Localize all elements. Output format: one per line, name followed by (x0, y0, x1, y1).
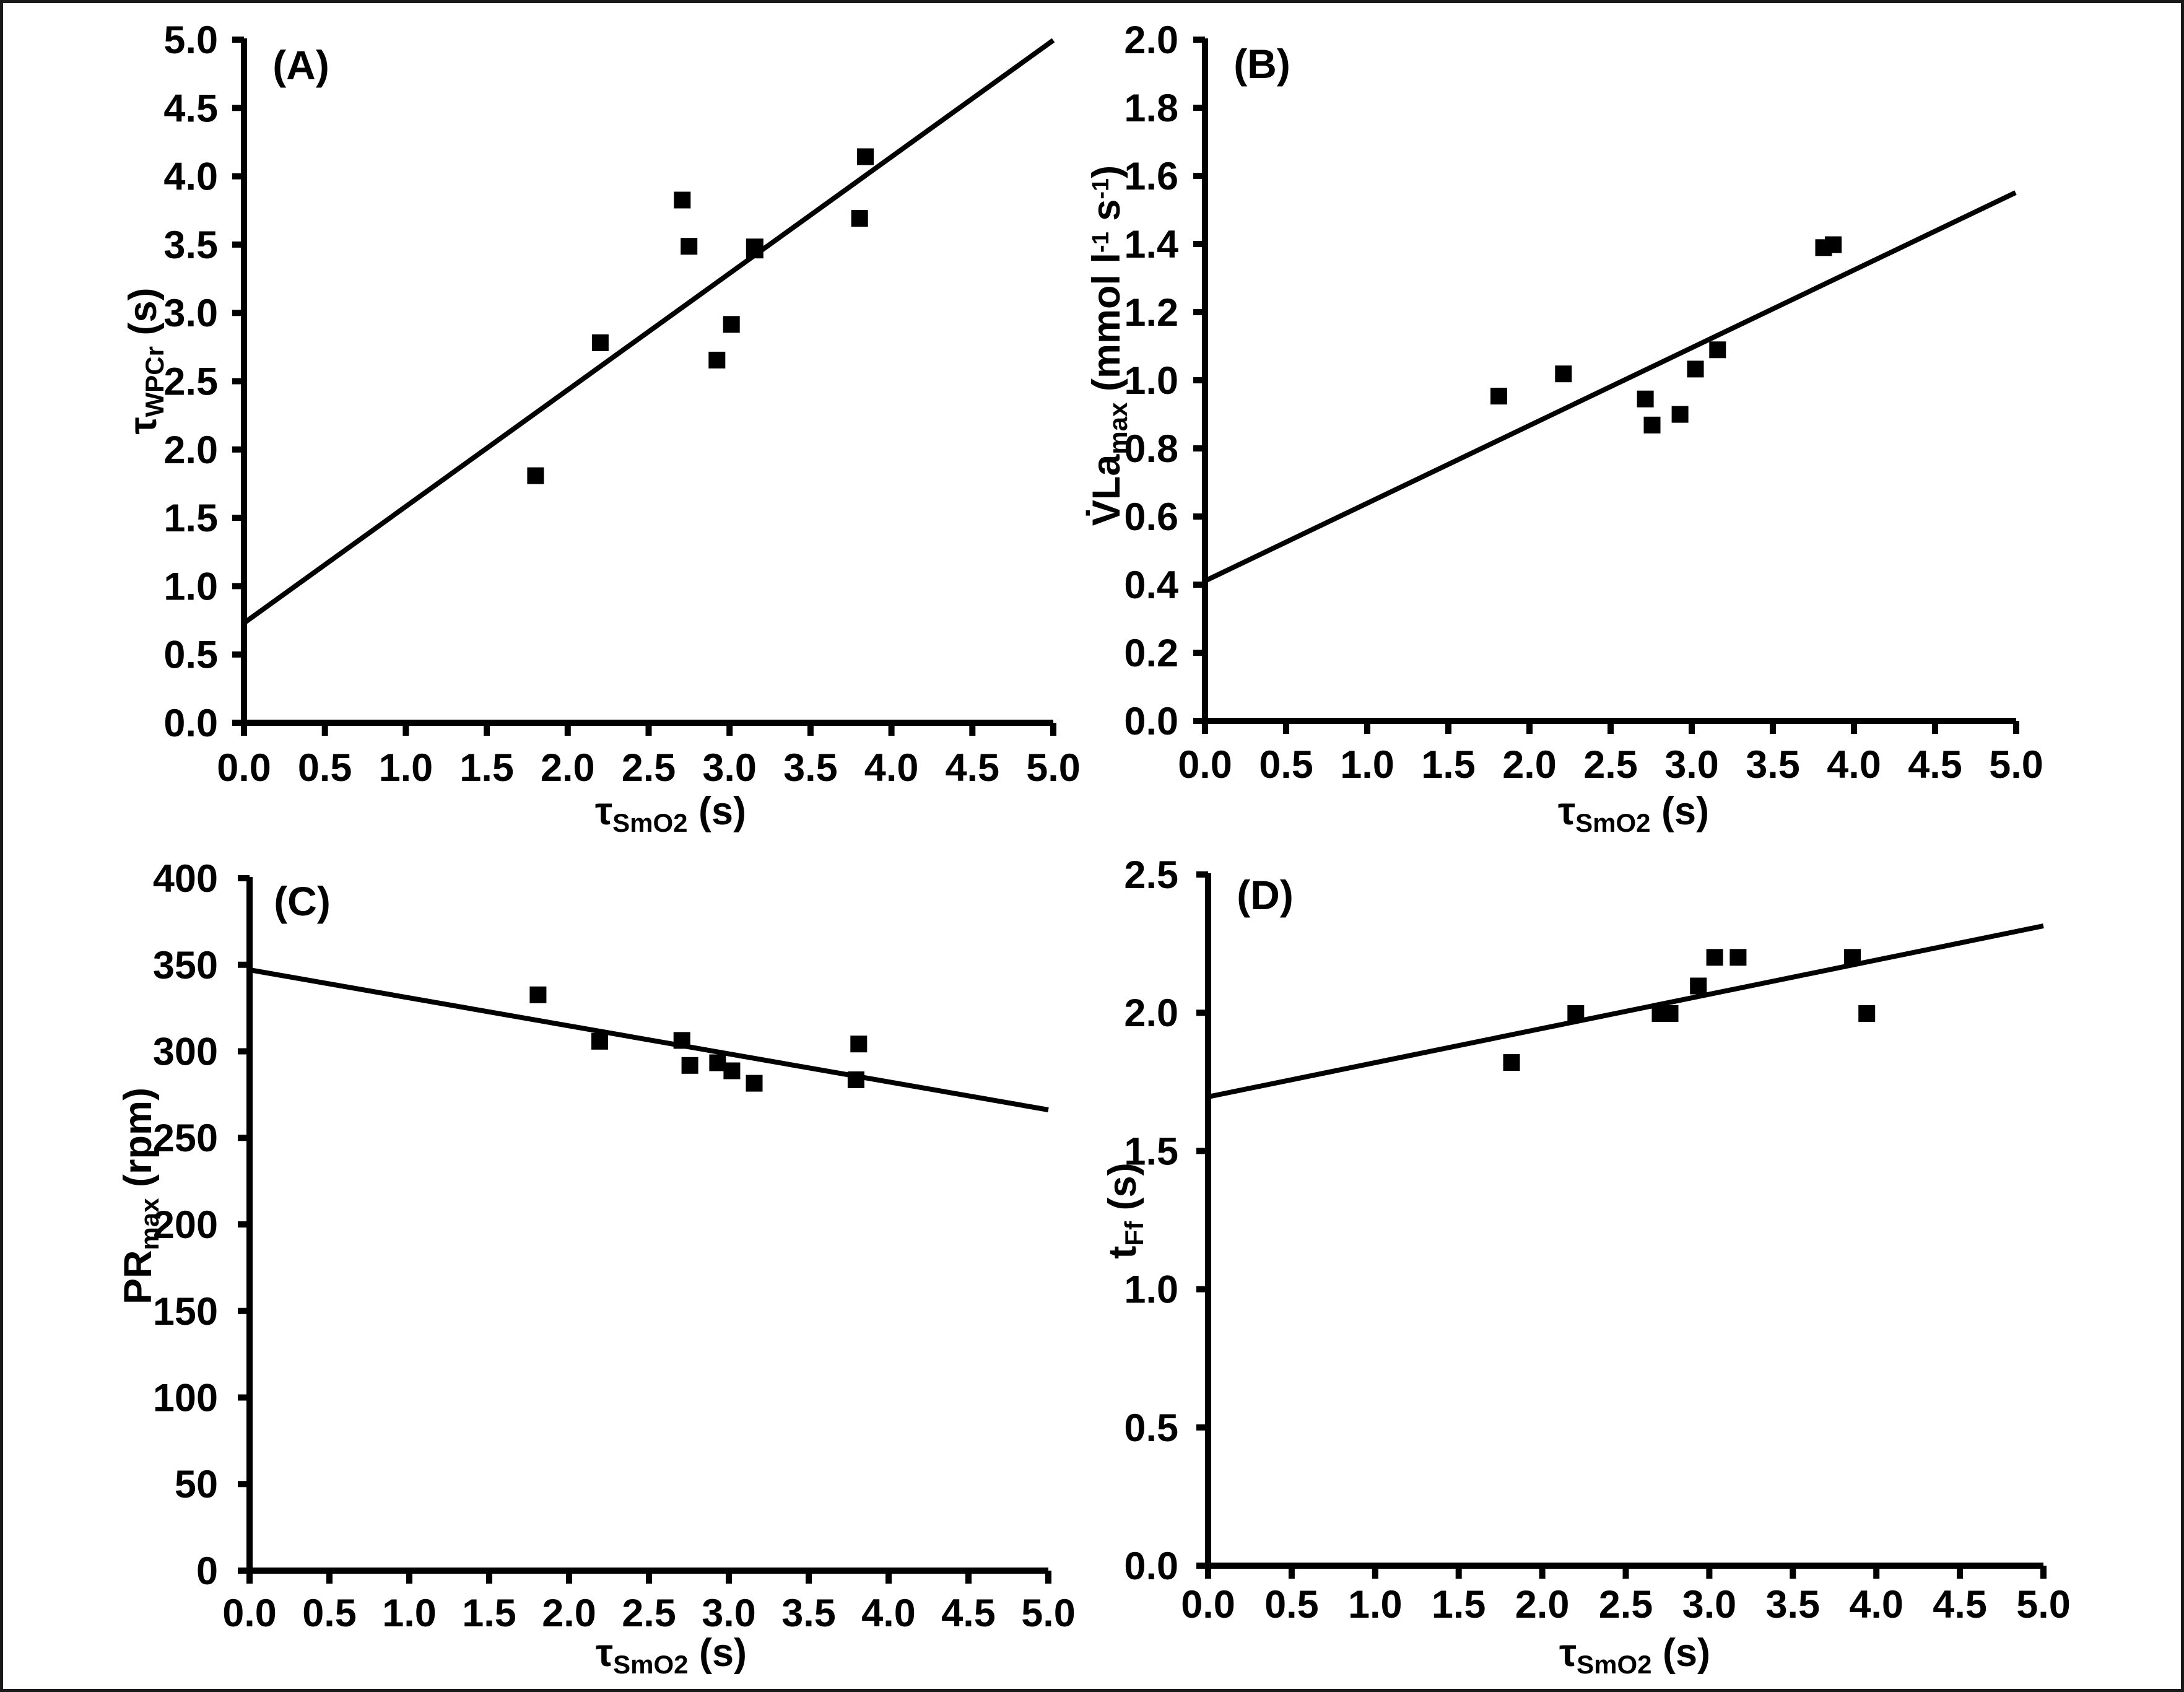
svg-text:1.0: 1.0 (163, 565, 218, 608)
svg-text:1.0: 1.0 (379, 746, 433, 790)
svg-text:4.0: 4.0 (861, 1592, 916, 1635)
svg-text:0.5: 0.5 (302, 1592, 357, 1635)
svg-text:1.0: 1.0 (382, 1592, 437, 1635)
svg-text:4.0: 4.0 (163, 155, 218, 199)
svg-text:2.0: 2.0 (1124, 19, 1178, 62)
svg-text:1.5: 1.5 (1124, 1130, 1178, 1173)
svg-text:400: 400 (153, 857, 218, 901)
svg-text:3.0: 3.0 (702, 1592, 756, 1635)
svg-text:50: 50 (175, 1463, 218, 1506)
svg-text:0.5: 0.5 (163, 634, 218, 677)
svg-text:2.5: 2.5 (1599, 1583, 1653, 1626)
svg-text:1.2: 1.2 (1124, 291, 1178, 334)
svg-text:3.5: 3.5 (781, 1592, 836, 1635)
svg-text:0.0: 0.0 (217, 746, 271, 790)
svg-text:100: 100 (153, 1377, 218, 1420)
svg-text:0.2: 0.2 (1124, 632, 1178, 675)
svg-text:0.0: 0.0 (163, 702, 218, 745)
svg-text:3.5: 3.5 (163, 224, 218, 267)
svg-text:1.4: 1.4 (1124, 223, 1178, 266)
svg-text:3.5: 3.5 (1746, 743, 1800, 787)
svg-text:V̇Lamax (mmol l-1 s-1): V̇Lamax (mmol l-1 s-1) (1085, 165, 1133, 526)
svg-text:0.5: 0.5 (1124, 1406, 1178, 1450)
svg-text:150: 150 (153, 1290, 218, 1333)
svg-text:2.0: 2.0 (1502, 743, 1557, 787)
svg-text:1.6: 1.6 (1124, 155, 1178, 198)
svg-text:4.0: 4.0 (1827, 743, 1881, 787)
svg-text:5.0: 5.0 (1026, 746, 1081, 790)
svg-text:0.5: 0.5 (1259, 743, 1313, 787)
svg-text:4.5: 4.5 (941, 1592, 996, 1635)
svg-text:1.8: 1.8 (1124, 87, 1178, 130)
svg-text:5.0: 5.0 (163, 19, 218, 62)
svg-text:(A): (A) (272, 42, 329, 88)
svg-text:1.0: 1.0 (1340, 743, 1394, 787)
svg-text:1.5: 1.5 (1432, 1583, 1486, 1626)
svg-text:2.0: 2.0 (542, 1592, 596, 1635)
svg-text:2.5: 2.5 (1124, 853, 1178, 897)
svg-text:0.0: 0.0 (1124, 1545, 1178, 1588)
svg-text:2.0: 2.0 (163, 429, 218, 472)
svg-text:350: 350 (153, 944, 218, 987)
svg-text:1.5: 1.5 (1421, 743, 1476, 787)
svg-text:4.5: 4.5 (163, 87, 218, 130)
svg-text:0.0: 0.0 (222, 1592, 277, 1635)
svg-text:2.0: 2.0 (541, 746, 595, 790)
svg-text:3.5: 3.5 (783, 746, 838, 790)
svg-text:2.0: 2.0 (1515, 1583, 1570, 1626)
svg-text:(C): (C) (274, 878, 331, 924)
svg-text:4.0: 4.0 (864, 746, 919, 790)
svg-text:5.0: 5.0 (1989, 743, 2043, 787)
svg-text:2.5: 2.5 (163, 360, 218, 404)
svg-text:0.0: 0.0 (1178, 743, 1232, 787)
svg-text:2.5: 2.5 (622, 746, 676, 790)
svg-text:1.0: 1.0 (1348, 1583, 1403, 1626)
svg-text:1.5: 1.5 (163, 497, 218, 540)
svg-text:4.0: 4.0 (1849, 1583, 1903, 1626)
svg-text:0.0: 0.0 (1124, 700, 1178, 743)
svg-text:200: 200 (153, 1203, 218, 1247)
svg-text:0.0: 0.0 (1181, 1583, 1235, 1626)
svg-text:0.8: 0.8 (1124, 427, 1178, 471)
svg-text:1.0: 1.0 (1124, 1268, 1178, 1312)
svg-text:3.0: 3.0 (702, 746, 757, 790)
svg-text:0: 0 (196, 1550, 218, 1593)
svg-text:2.5: 2.5 (1583, 743, 1638, 787)
svg-text:4.5: 4.5 (1908, 743, 1962, 787)
svg-text:1.5: 1.5 (459, 746, 514, 790)
svg-text:0.5: 0.5 (298, 746, 352, 790)
svg-text:300: 300 (153, 1031, 218, 1074)
svg-text:2.5: 2.5 (622, 1592, 676, 1635)
svg-text:0.6: 0.6 (1124, 495, 1178, 539)
svg-text:3.0: 3.0 (163, 292, 218, 335)
svg-text:1.5: 1.5 (462, 1592, 516, 1635)
svg-text:0.4: 0.4 (1124, 564, 1178, 607)
svg-text:4.5: 4.5 (946, 746, 1000, 790)
svg-text:3.5: 3.5 (1766, 1583, 1821, 1626)
svg-text:0.5: 0.5 (1264, 1583, 1319, 1626)
svg-text:PRmax (rpm): PRmax (rpm) (116, 1088, 164, 1304)
svg-text:1.0: 1.0 (1124, 359, 1178, 403)
svg-text:250: 250 (153, 1117, 218, 1160)
svg-text:(B): (B) (1233, 41, 1290, 87)
svg-text:3.0: 3.0 (1664, 743, 1719, 787)
svg-text:4.5: 4.5 (1933, 1583, 1987, 1626)
svg-text:(D): (D) (1237, 872, 1294, 918)
svg-text:3.0: 3.0 (1682, 1583, 1737, 1626)
svg-text:5.0: 5.0 (2016, 1583, 2071, 1626)
svg-text:2.0: 2.0 (1124, 992, 1178, 1035)
svg-text:5.0: 5.0 (1021, 1592, 1076, 1635)
